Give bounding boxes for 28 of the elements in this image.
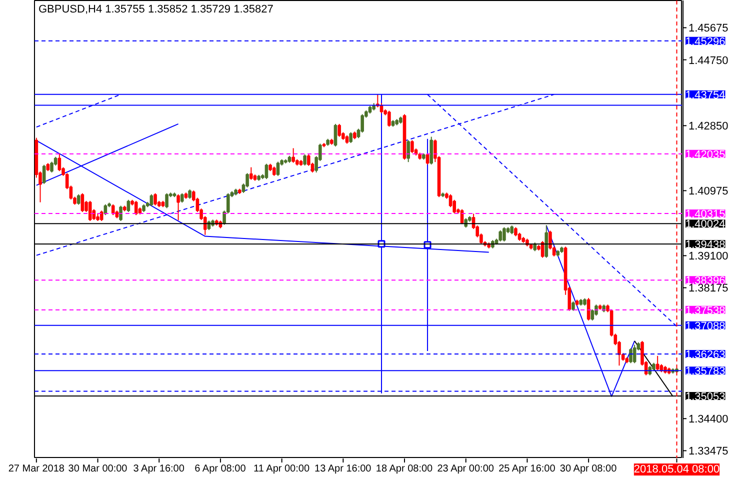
ref-line-label: 1.37538 <box>686 304 726 317</box>
x-tick-label: 11 Apr 00:00 <box>254 464 310 474</box>
ref-line-label: 1.37088 <box>686 320 726 332</box>
x-tick-label: 2018.05.04 08:00 <box>634 464 720 476</box>
y-tick-label: 1.39100 <box>688 250 728 263</box>
y-tick-label: 1.45675 <box>688 22 728 35</box>
x-tick-label: 30 Apr 08:00 <box>560 464 618 474</box>
ref-line-label: 1.39438 <box>686 238 726 251</box>
x-tick-label: 3 Apr 16:00 <box>133 464 185 474</box>
x-tick-label: 18 Apr 08:00 <box>376 464 434 474</box>
x-tick-label: 13 Apr 16:00 <box>314 464 372 474</box>
ref-line-label: 1.43754 <box>686 89 726 102</box>
x-tick-label: 25 Apr 16:00 <box>498 464 556 474</box>
y-tick-label: 1.42850 <box>688 120 728 133</box>
y-tick-label: 1.34400 <box>688 414 728 426</box>
x-tick-label: 27 Mar 2018 <box>8 464 65 474</box>
y-tick-label: 1.40975 <box>688 186 728 198</box>
y-tick-label: 1.44750 <box>688 54 728 67</box>
ref-line-label: 1.35053 <box>686 390 726 403</box>
ref-line-label: 1.40315 <box>686 208 726 221</box>
x-tick-label: 6 Apr 08:00 <box>194 464 246 474</box>
x-tick-label: 23 Apr 00:00 <box>437 464 494 474</box>
y-tick-label: 1.33475 <box>688 446 728 458</box>
x-tick-label: 30 Mar 00:00 <box>68 464 128 474</box>
chart-title: GBPUSD,H4 1.35755 1.35852 1.35729 1.35827 <box>38 4 274 16</box>
ref-line-label: 1.45296 <box>686 36 726 48</box>
ref-line-label: 1.36263 <box>686 349 726 362</box>
ref-line-label: 1.42035 <box>686 148 726 161</box>
